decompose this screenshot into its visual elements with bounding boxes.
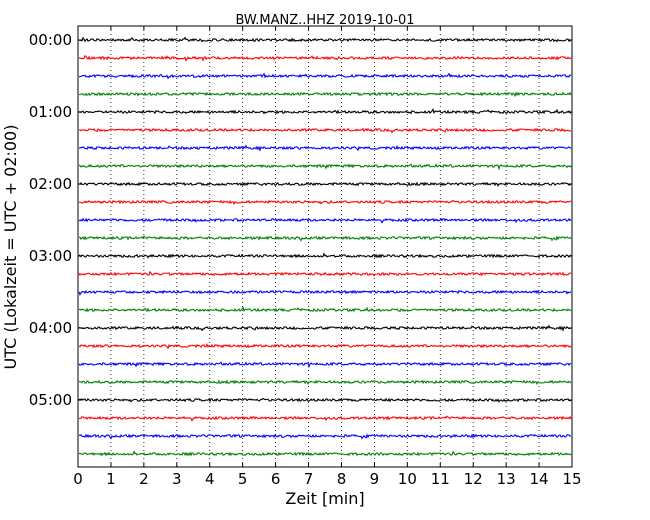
x-tick-label: 9 (370, 470, 380, 488)
x-tick-label: 3 (172, 470, 182, 488)
x-tick-label: 4 (205, 470, 215, 488)
x-tick-label: 7 (304, 470, 314, 488)
y-axis-label: UTC (Lokalzeit = UTC + 02:00) (1, 125, 20, 370)
x-tick-label: 15 (562, 470, 581, 488)
x-axis-ticks: 0 1 2 3 4 5 6 7 8 9 10 11 12 13 14 15 (73, 26, 582, 488)
x-tick-label: 10 (398, 470, 417, 488)
trace-line (78, 397, 572, 403)
chart-title: BW.MANZ..HHZ 2019-10-01 (235, 13, 414, 28)
y-tick-label: 02:00 (29, 175, 72, 193)
x-tick-label: 12 (464, 470, 483, 488)
trace-line (78, 144, 572, 152)
trace-line (78, 36, 572, 43)
trace-line (78, 54, 572, 62)
x-tick-label: 5 (238, 470, 248, 488)
trace-line (78, 72, 572, 80)
seismic-traces (78, 36, 572, 457)
x-axis-label: Zeit [min] (285, 489, 364, 508)
y-axis-ticks: 00:00 01:00 02:00 03:00 04:00 05:00 (29, 31, 572, 409)
trace-line (78, 324, 572, 332)
trace-line (78, 91, 572, 98)
trace-line (78, 270, 572, 277)
trace-line (78, 235, 572, 242)
x-tick-label: 14 (530, 470, 549, 488)
y-tick-label: 00:00 (29, 31, 72, 49)
x-tick-label: 8 (337, 470, 347, 488)
y-tick-label: 05:00 (29, 391, 72, 409)
trace-line (78, 127, 572, 134)
trace-line (78, 252, 572, 259)
y-tick-label: 03:00 (29, 247, 72, 265)
x-tick-label: 13 (497, 470, 516, 488)
trace-line (78, 379, 572, 386)
x-tick-label: 2 (139, 470, 149, 488)
x-tick-label: 11 (431, 470, 450, 488)
trace-line (78, 181, 572, 188)
trace-line (78, 342, 572, 350)
trace-line (78, 361, 572, 369)
x-tick-label: 1 (106, 470, 116, 488)
plot-frame (77, 25, 573, 468)
trace-line (78, 433, 572, 440)
y-tick-label: 04:00 (29, 319, 72, 337)
grid-lines (110, 26, 540, 467)
trace-line (78, 415, 572, 422)
trace-line (78, 199, 572, 206)
y-tick-label: 01:00 (29, 103, 72, 121)
trace-line (78, 450, 572, 457)
x-tick-label: 0 (73, 470, 83, 488)
x-tick-label: 6 (271, 470, 281, 488)
trace-line (78, 306, 572, 313)
trace-line (78, 163, 572, 171)
trace-line (78, 108, 572, 115)
trace-line (78, 217, 572, 224)
trace-line (78, 289, 572, 296)
